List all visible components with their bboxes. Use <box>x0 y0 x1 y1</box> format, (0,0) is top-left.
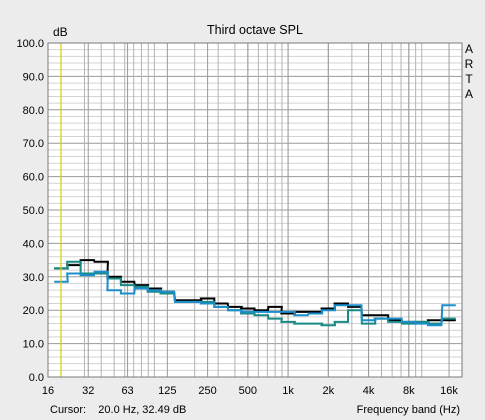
x-tick-label: 500 <box>239 385 257 397</box>
y-tick-label: 100.0 <box>16 38 44 50</box>
plot-frame <box>47 42 463 378</box>
y-tick-label: 60.0 <box>23 172 44 184</box>
x-tick-labels: 16 32 63 125 250 500 1k 2k 4k 8k 16k <box>42 385 459 397</box>
y-tick-labels: 0.0 10.0 20.0 30.0 40.0 50.0 60.0 70.0 80.0 90.0 1… <box>16 38 44 384</box>
y-tick-label: 70.0 <box>23 138 44 150</box>
x-tick-label: 2k <box>323 385 335 397</box>
brand-letter: A <box>465 42 473 56</box>
y-axis-label: dB <box>53 25 68 39</box>
y-tick-label: 10.0 <box>23 339 44 351</box>
brand-letter: R <box>465 57 474 71</box>
y-tick-label: 30.0 <box>23 272 44 284</box>
x-tick-label: 16k <box>440 385 458 397</box>
chart-title: Third octave SPL <box>207 23 303 37</box>
x-axis-label: Frequency band (Hz) <box>357 404 460 416</box>
x-tick-label: 16 <box>42 385 54 397</box>
y-tick-label: 0.0 <box>29 372 44 384</box>
x-tick-label: 125 <box>158 385 176 397</box>
y-tick-label: 40.0 <box>23 238 44 250</box>
brand-letter: A <box>465 87 473 101</box>
series-line-3 <box>54 270 456 327</box>
brand-letter: T <box>465 72 473 86</box>
x-tick-label: 32 <box>82 385 94 397</box>
x-tick-label: 4k <box>363 385 375 397</box>
x-tick-label: 8k <box>403 385 415 397</box>
y-tick-label: 50.0 <box>23 205 44 217</box>
x-tick-label: 63 <box>121 385 133 397</box>
y-tick-label: 20.0 <box>23 305 44 317</box>
y-tick-label: 80.0 <box>23 105 44 117</box>
cursor-readout: Cursor: 20.0 Hz, 32.49 dB <box>50 404 186 416</box>
x-tick-label: 250 <box>198 385 216 397</box>
x-tick-label: 1k <box>282 385 294 397</box>
y-tick-label: 90.0 <box>23 71 44 83</box>
series-group <box>54 259 456 327</box>
